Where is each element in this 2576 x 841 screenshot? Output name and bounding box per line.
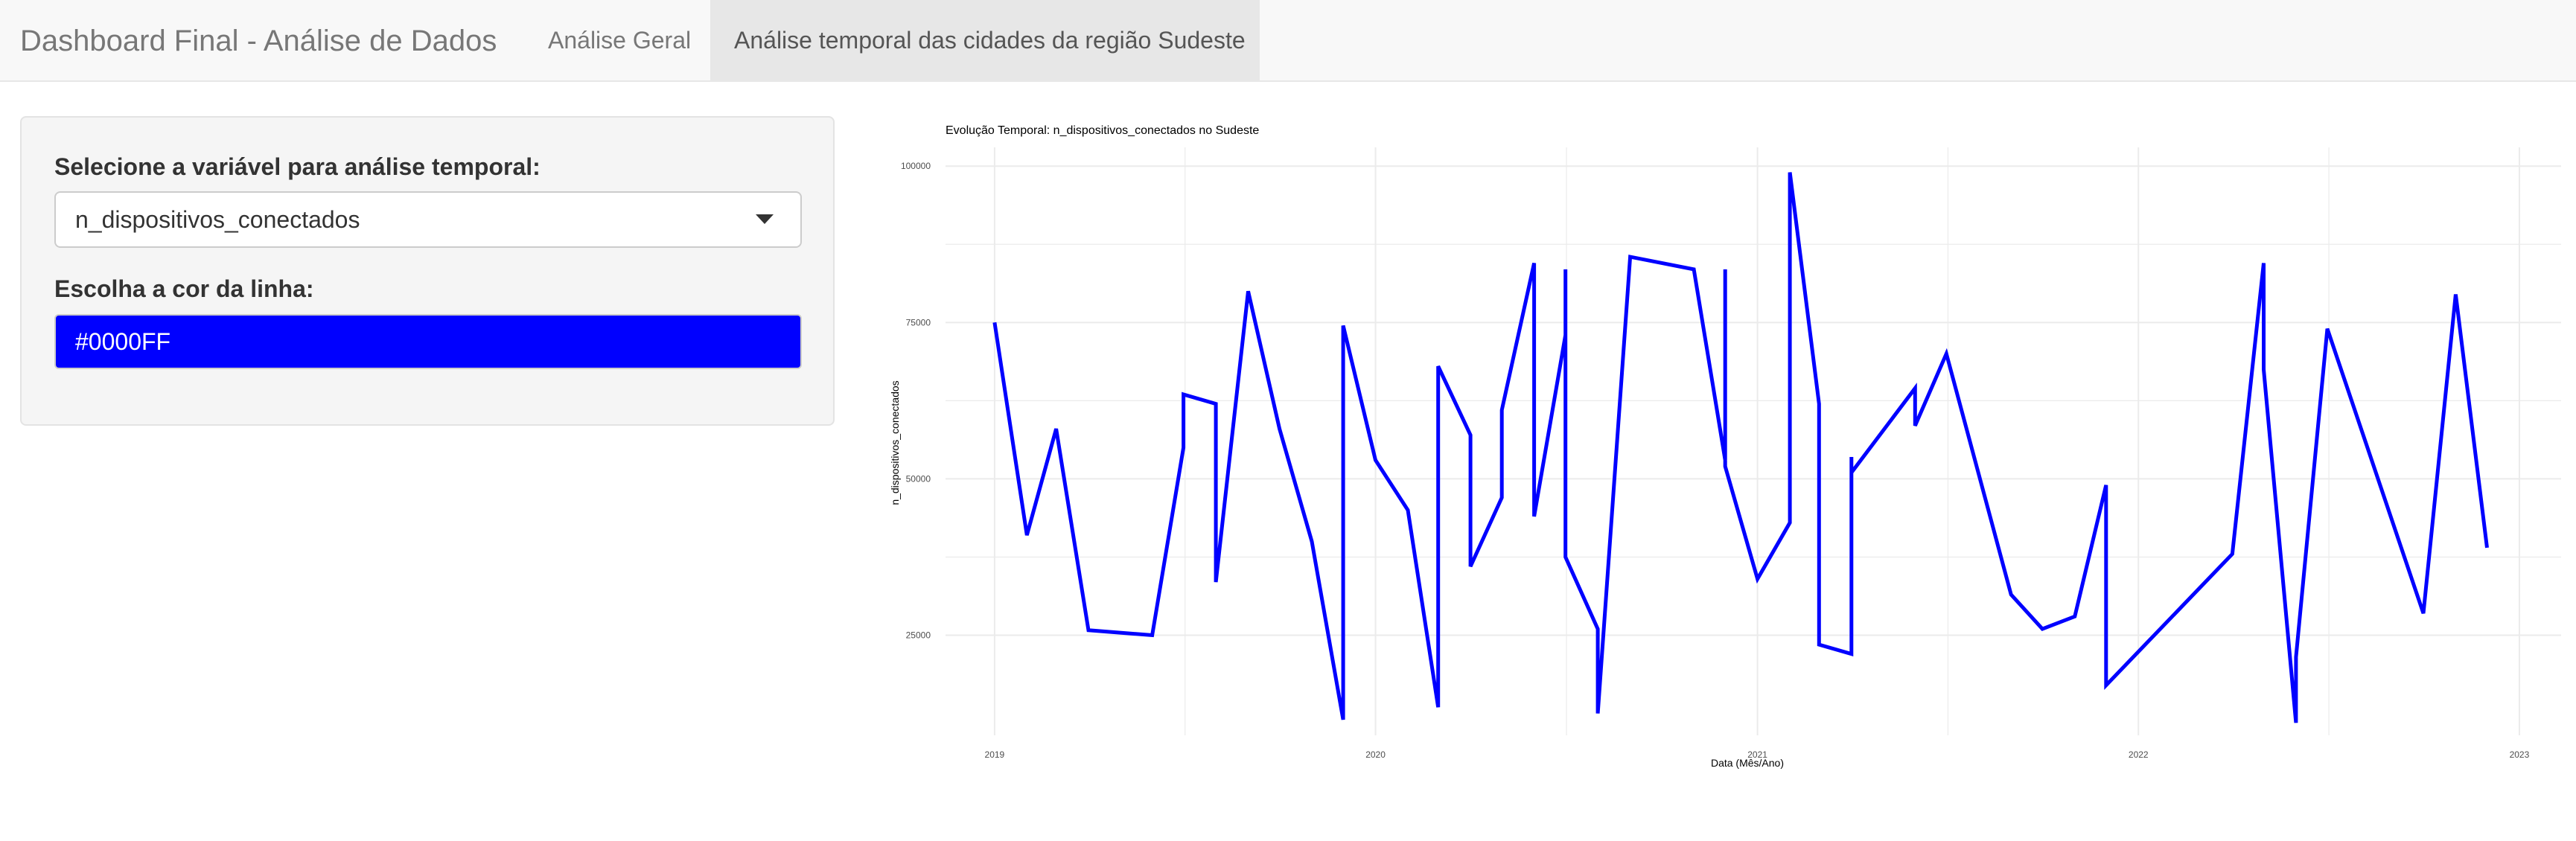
chart-grid	[946, 147, 2561, 735]
sidebar-panel: Selecione a variável para análise tempor…	[20, 116, 835, 426]
time-series-chart: Evolução Temporal: n_dispositivos_conect…	[889, 124, 2561, 769]
x-tick-label: 2020	[1365, 749, 1386, 760]
line-color-label: Escolha a cor da linha:	[54, 275, 314, 302]
series-points	[994, 172, 2487, 723]
variable-select-value: n_dispositivos_conectados	[75, 206, 360, 233]
y-tick-label: 100000	[901, 161, 931, 171]
y-axis-label: n_dispositivos_conectados	[889, 380, 901, 505]
chevron-down-icon[interactable]	[756, 214, 774, 224]
x-tick-label: 2021	[1747, 749, 1767, 760]
x-tick-label: 2022	[2129, 749, 2149, 760]
x-tick-label: 2023	[2510, 749, 2530, 760]
variable-select-label: Selecione a variável para análise tempor…	[54, 153, 541, 180]
y-axis-ticks: 25000 50000 75000 100000	[901, 161, 931, 640]
series-line	[992, 172, 2489, 723]
x-tick-label: 2019	[985, 749, 1005, 760]
y-tick-label: 25000	[906, 630, 931, 641]
tab-analise-geral[interactable]: Análise Geral	[548, 27, 692, 54]
variable-select[interactable]: n_dispositivos_conectados	[54, 191, 802, 248]
tab-analise-temporal[interactable]: Análise temporal das cidades da região S…	[710, 0, 1260, 80]
line-color-value: #0000FF	[75, 328, 171, 355]
navbar: Dashboard Final - Análise de Dados Análi…	[0, 0, 2576, 82]
y-tick-label: 75000	[906, 317, 931, 327]
y-tick-label: 50000	[906, 473, 931, 484]
x-axis-label: Data (Mês/Ano)	[1711, 757, 1784, 769]
app-title[interactable]: Dashboard Final - Análise de Dados	[20, 25, 497, 57]
x-axis-ticks: 2019 2020 2021 2022 2023	[985, 749, 2530, 760]
line-color-input[interactable]: #0000FF	[54, 314, 802, 369]
chart-title: Evolução Temporal: n_dispositivos_conect…	[946, 124, 1259, 137]
